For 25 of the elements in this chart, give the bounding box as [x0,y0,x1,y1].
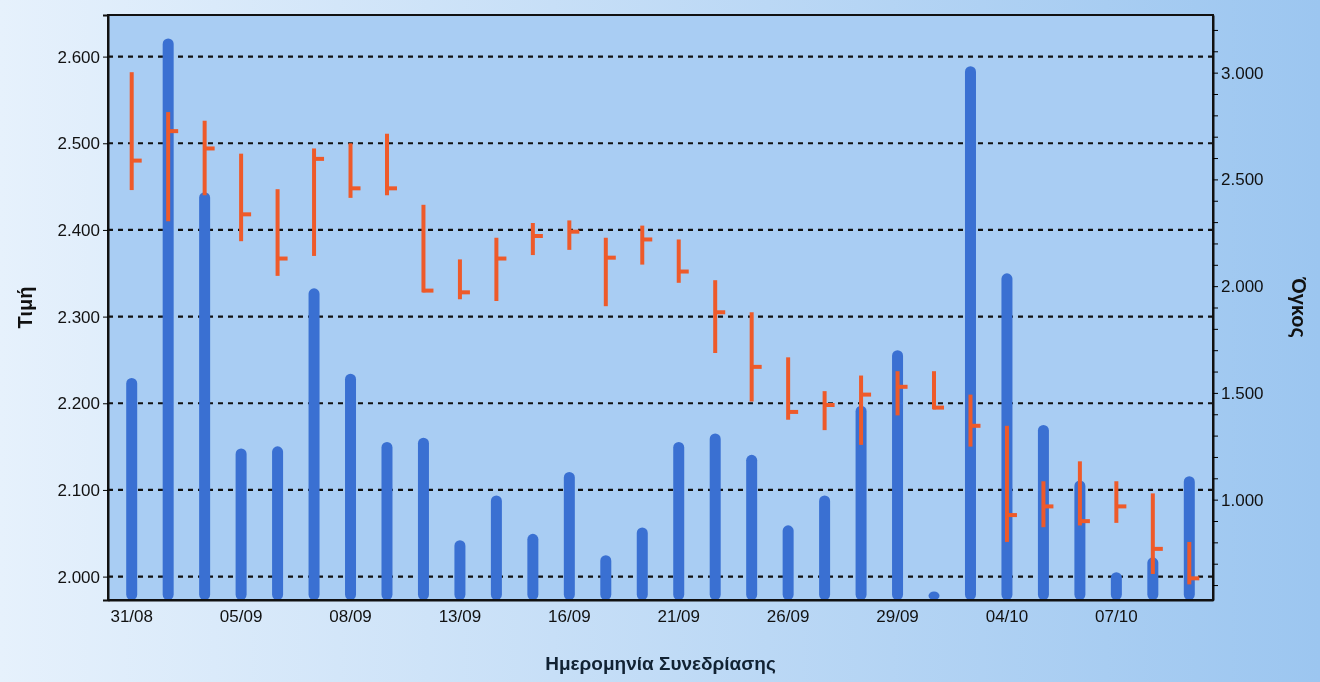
y2-tick-label: 1.500 [1221,383,1264,403]
x-tick-label: 16/09 [548,606,591,626]
y-tick-label: 2.100 [57,480,100,500]
x-tick-label: 08/09 [329,606,372,626]
y2-tick-label: 3.000 [1221,63,1264,83]
x-tick-label: 29/09 [876,606,919,626]
y-tick-label: 2.400 [57,220,100,240]
y2-axis-title: Όγκος [1288,276,1310,338]
x-tick-label: 05/09 [219,606,263,626]
y-tick-label: 2.500 [57,134,100,154]
y-tick-label: 2.000 [57,567,100,587]
y2-tick-label: 2.500 [1221,170,1264,190]
y-tick-label: 2.300 [57,307,100,327]
x-tick-label: 07/10 [1095,606,1138,626]
x-tick-label: 04/10 [985,606,1029,626]
x-tick-label: 26/09 [766,606,810,626]
y2-tick-label: 2.000 [1221,277,1264,297]
x-tick-label: 21/09 [657,606,701,626]
x-tick-label: 31/08 [110,606,153,626]
x-tick-label: 13/09 [438,606,482,626]
x-axis-title: Ημερομηνία Συνεδρίασης [545,653,776,674]
y-tick-label: 2.200 [57,394,100,414]
y-axis-title: Τιμή [14,286,36,329]
y2-tick-label: 1.000 [1221,490,1264,510]
y-tick-label: 2.600 [57,47,100,67]
